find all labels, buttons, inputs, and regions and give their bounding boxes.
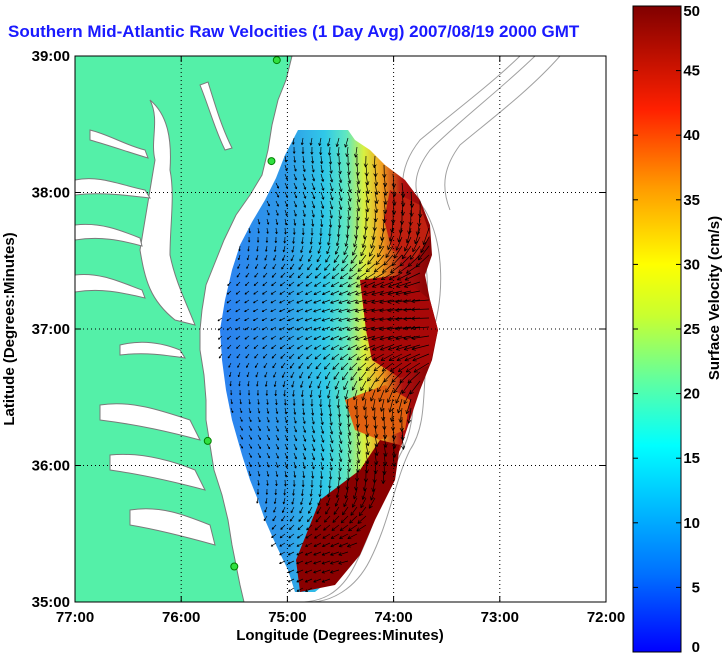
colorbar-tick-label: 5 (692, 579, 700, 596)
colorbar (632, 5, 682, 653)
x-tick-label: 75:00 (268, 609, 306, 626)
x-axis-ticks: 77:00 76:00 75:00 74:00 73:00 72:00 (56, 56, 625, 626)
colorbar-label: Surface Velocity (cm/s) (706, 216, 723, 380)
radar-stations (203, 56, 281, 571)
x-tick-label: 76:00 (162, 609, 200, 626)
colorbar-tick-label: 0 (692, 639, 700, 656)
x-tick-label: 72:00 (587, 609, 625, 626)
y-tick-label: 36:00 (32, 458, 70, 475)
radar-station-marker (230, 562, 239, 571)
y-axis-ticks: 39:00 38:00 37:00 36:00 35:00 (32, 48, 606, 611)
grid-lines (75, 56, 606, 602)
colorbar-tick-label: 20 (683, 386, 700, 403)
radar-station-marker (272, 56, 281, 65)
x-tick-label: 77:00 (56, 609, 94, 626)
x-tick-label: 73:00 (481, 609, 519, 626)
radar-station-marker (267, 157, 276, 166)
y-tick-label: 35:00 (32, 594, 70, 611)
y-tick-label: 37:00 (32, 321, 70, 338)
y-axis-label: Latitude (Degrees:Minutes) (1, 232, 18, 425)
colorbar-tick-label: 45 (683, 63, 700, 80)
colorbar-tick-label: 40 (683, 127, 700, 144)
x-axis-label: Longitude (Degrees:Minutes) (236, 627, 444, 644)
y-tick-label: 39:00 (32, 48, 70, 65)
colorbar-tick-label: 35 (683, 192, 700, 209)
colorbar-ticks: 0 5 10 15 20 25 30 35 40 45 50 (633, 3, 700, 656)
chart-title: Southern Mid-Atlantic Raw Velocities (1 … (8, 22, 580, 41)
x-tick-label: 74:00 (374, 609, 412, 626)
colorbar-tick-label: 25 (683, 321, 700, 338)
colorbar-tick-label: 15 (683, 450, 700, 467)
y-tick-label: 38:00 (32, 185, 70, 202)
radar-station-marker (203, 436, 212, 445)
colorbar-tick-label: 10 (683, 515, 700, 532)
colorbar-tick-label: 30 (683, 256, 700, 273)
chesapeake-bay (75, 81, 233, 546)
colorbar-tick-label: 50 (683, 3, 700, 20)
